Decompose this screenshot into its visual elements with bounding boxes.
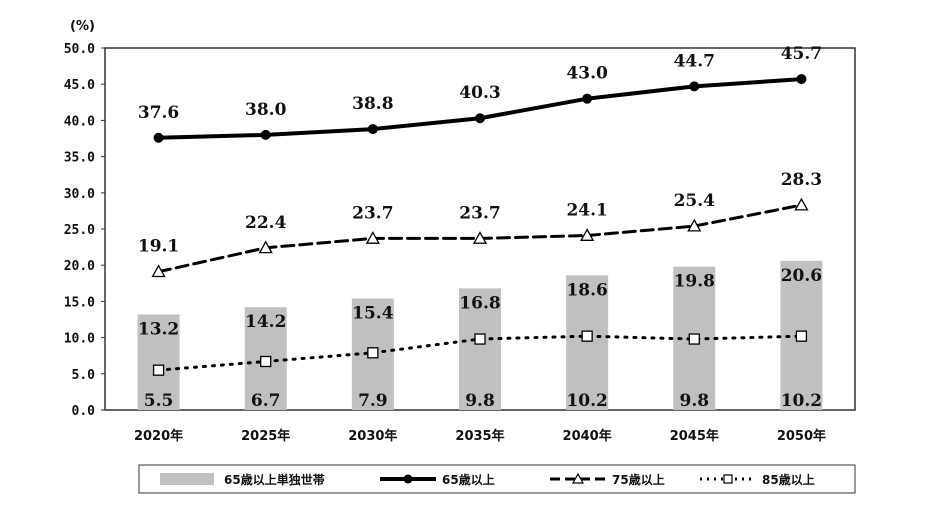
y-tick-label: 25.0 <box>64 223 95 238</box>
line-data-label: 10.2 <box>566 391 607 411</box>
data-point <box>688 333 700 345</box>
x-tick-label: 2030年 <box>348 428 397 444</box>
line-data-label: 28.3 <box>781 170 822 190</box>
data-point <box>472 231 488 244</box>
data-point <box>794 197 809 211</box>
data-point <box>367 124 378 135</box>
line-data-label: 6.7 <box>251 391 281 411</box>
data-point <box>581 330 593 342</box>
line-data-label: 45.7 <box>781 44 822 64</box>
data-point <box>151 264 166 278</box>
y-tick-label: 5.0 <box>72 368 96 383</box>
bar-data-label: 15.4 <box>352 304 394 324</box>
data-point <box>796 74 807 85</box>
line-data-label: 38.8 <box>352 94 393 114</box>
legend-label: 65歳以上 <box>442 472 495 487</box>
x-tick-label: 2045年 <box>670 428 719 444</box>
line-data-label: 23.7 <box>459 203 500 223</box>
bar <box>566 275 609 410</box>
data-point <box>153 132 164 143</box>
y-tick-label: 40.0 <box>64 114 95 129</box>
line-data-label: 37.6 <box>138 103 179 123</box>
data-point <box>475 113 485 124</box>
data-point <box>260 355 272 368</box>
bar <box>459 288 501 410</box>
bar-data-label: 16.8 <box>459 293 500 313</box>
legend-label: 85歳以上 <box>762 472 815 487</box>
line-data-label: 19.1 <box>138 237 179 257</box>
bars-layer <box>137 260 823 410</box>
x-tick-label: 2025年 <box>241 428 290 444</box>
bar-data-label: 20.6 <box>781 266 822 286</box>
data-point <box>474 333 486 345</box>
y-tick-label: 10.0 <box>64 332 95 347</box>
x-tick-label: 2040年 <box>563 428 612 444</box>
legend-marker <box>403 474 413 484</box>
line-data-label: 24.1 <box>566 201 607 221</box>
legend-swatch <box>160 473 214 485</box>
y-tick-label: 50.0 <box>64 42 95 57</box>
y-tick-label: 15.0 <box>64 295 95 310</box>
legend-marker <box>723 474 733 484</box>
data-point <box>152 364 165 376</box>
data-point <box>582 93 593 104</box>
data-point <box>260 129 271 140</box>
line-data-label: 23.7 <box>352 203 393 223</box>
line-data-label: 9.8 <box>465 391 495 411</box>
y-tick-label: 20.0 <box>64 259 95 274</box>
y-tick-label: 35.0 <box>64 151 95 166</box>
line-data-label: 40.3 <box>459 83 500 103</box>
line-data-label: 44.7 <box>674 51 715 71</box>
bar <box>137 314 180 410</box>
bar-data-label: 18.6 <box>566 280 607 300</box>
data-point <box>258 240 273 254</box>
line-data-label: 22.4 <box>245 213 287 233</box>
legend: 65歳以上単独世帯 65歳以上 75歳以上 85歳以上 <box>138 464 856 494</box>
x-tick-label: 2020年 <box>134 428 183 444</box>
bar-data-label: 13.2 <box>138 319 179 339</box>
bar-data-label: 14.2 <box>245 312 286 332</box>
data-point <box>687 218 702 232</box>
data-point <box>795 330 808 342</box>
y-tick-label: 45.0 <box>64 78 95 93</box>
data-point <box>689 81 700 92</box>
axes-layer: 0.0 5.0 10.0 15.0 20.0 25.0 30.0 35.0 40.0 45.0 50… <box>64 42 826 444</box>
data-point <box>367 347 379 359</box>
line-data-label: 9.8 <box>679 391 709 411</box>
line-data-label: 43.0 <box>566 64 608 84</box>
y-tick-label: 0.0 <box>72 404 96 419</box>
lines-layer <box>151 74 809 376</box>
data-labels-layer: 13.2 14.2 15.4 16.8 18.6 19.8 20.6 37.6 38.0 38.8… <box>138 44 822 411</box>
y-unit-label: (%) <box>70 19 95 34</box>
line-data-label: 5.5 <box>144 391 174 411</box>
bar-data-label: 19.8 <box>674 272 715 292</box>
line-data-label: 25.4 <box>674 191 716 211</box>
data-point <box>365 231 380 244</box>
legend-frame <box>138 464 856 494</box>
legend-label: 65歳以上単独世帯 <box>224 472 325 487</box>
line-data-label: 10.2 <box>781 391 822 411</box>
legend-marker <box>571 472 585 484</box>
line-data-label: 7.9 <box>358 391 388 411</box>
data-point <box>580 228 595 241</box>
x-tick-label: 2035年 <box>455 428 504 444</box>
line-data-label: 38.0 <box>245 100 287 120</box>
y-tick-label: 30.0 <box>64 187 95 202</box>
legend-label: 75歳以上 <box>612 472 665 487</box>
x-tick-label: 2050年 <box>777 428 826 444</box>
